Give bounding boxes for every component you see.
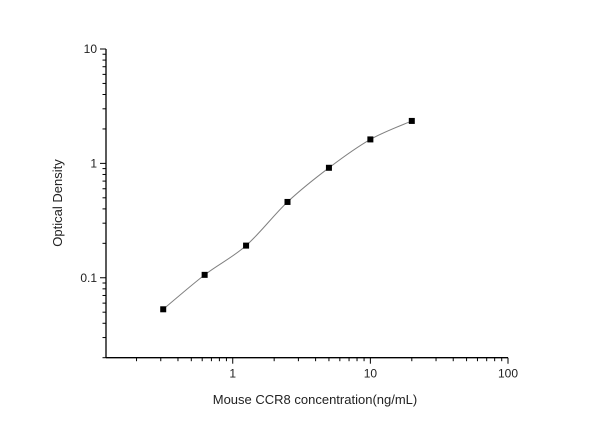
data-point	[201, 271, 208, 278]
x-tick-labels: 1 10 100	[229, 367, 518, 381]
y-tick-labels: 0.1 1 10	[80, 42, 97, 285]
x-tick-label: 1	[229, 367, 236, 381]
x-tick-label: 100	[498, 367, 518, 381]
data-point	[325, 164, 332, 171]
x-tick-label: 10	[364, 367, 378, 381]
data-point	[243, 242, 250, 249]
y-tick-label: 10	[84, 42, 98, 56]
y-tick-label: 1	[90, 156, 97, 170]
data-point	[367, 136, 374, 143]
axes	[100, 48, 509, 364]
data-point	[408, 117, 415, 124]
data-point	[160, 306, 167, 313]
data-point	[284, 198, 291, 205]
x-axis-title: Mouse CCR8 concentration(ng/mL)	[213, 392, 417, 407]
data-points	[160, 117, 415, 313]
y-tick-label: 0.1	[80, 271, 97, 285]
y-axis-title: Optical Density	[50, 159, 65, 247]
fit-curve	[162, 120, 413, 310]
